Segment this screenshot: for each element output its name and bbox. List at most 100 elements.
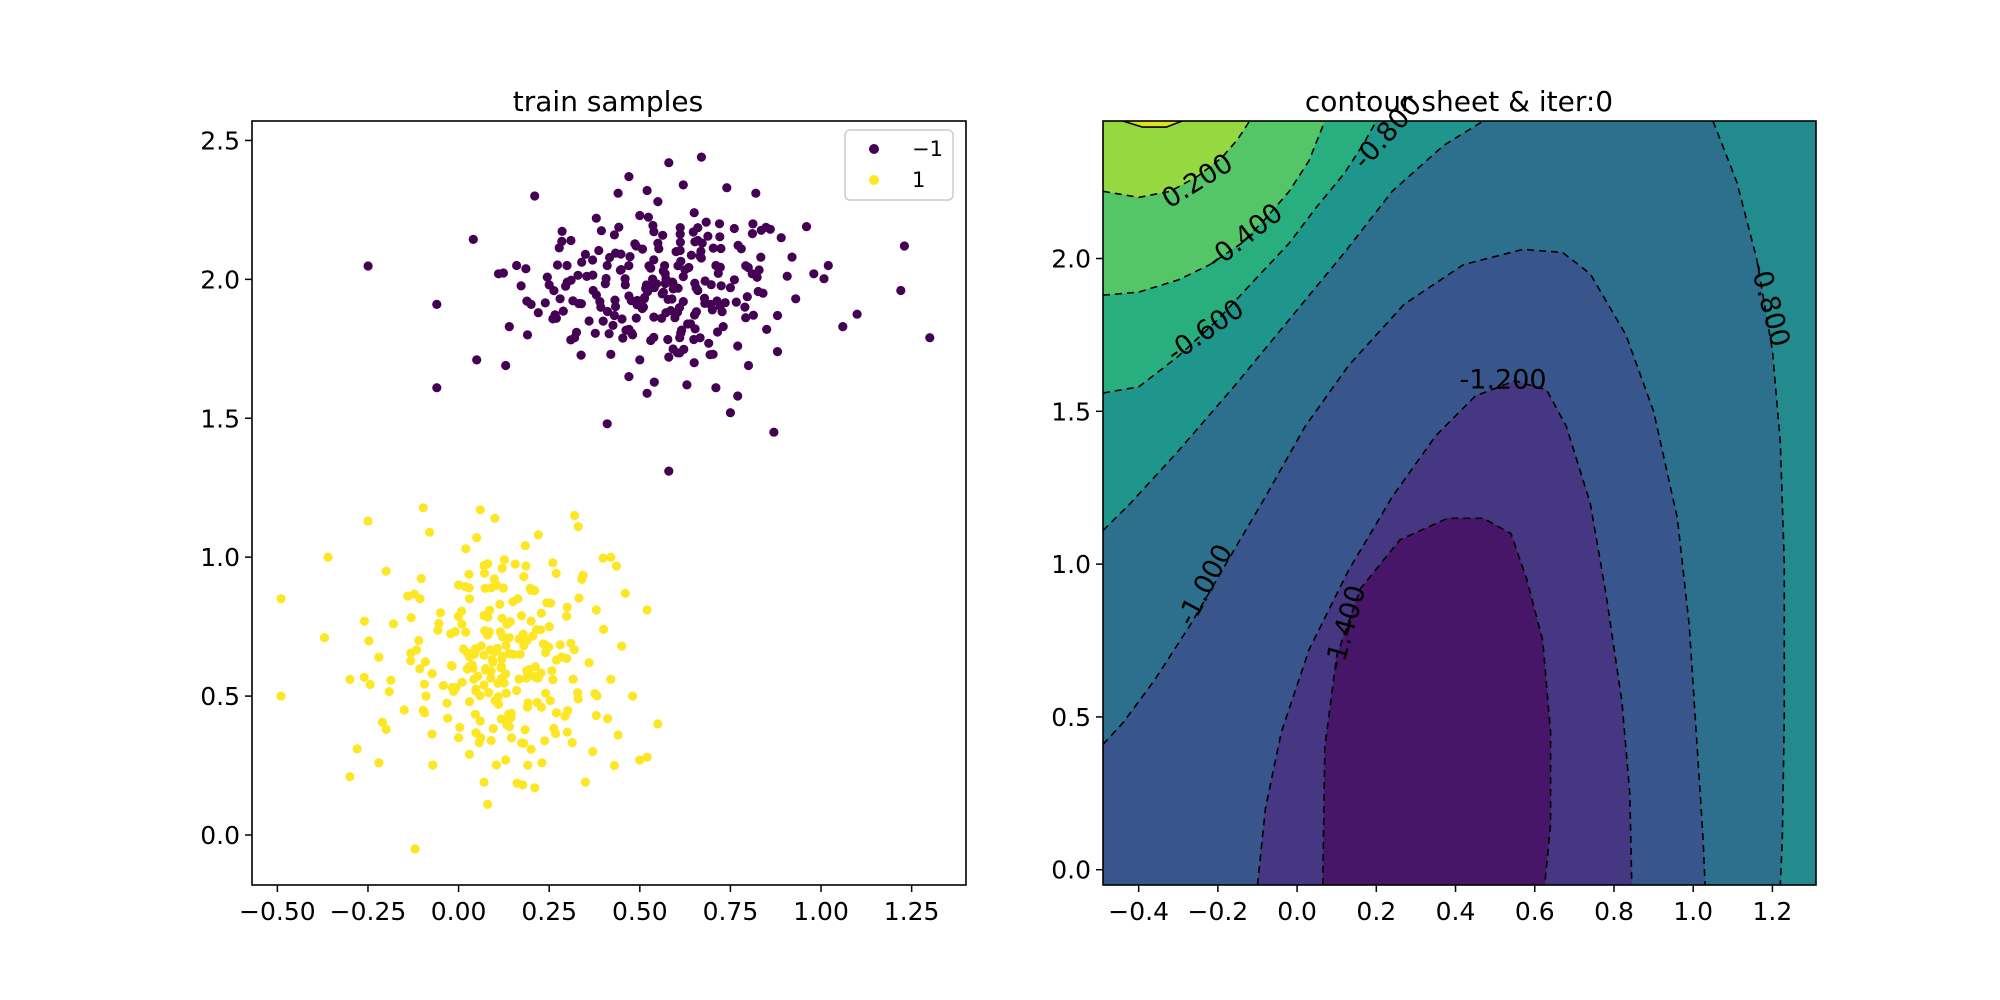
scatter-point-pos1	[504, 633, 514, 643]
scatter-point-neg1	[571, 327, 582, 337]
scatter-point-pos1	[545, 696, 555, 706]
right-y-tick-label: 0.5	[1051, 703, 1091, 732]
legend-marker-pos1	[869, 175, 879, 185]
scatter-point-pos1	[483, 559, 493, 569]
scatter-point-pos1	[276, 594, 286, 604]
scatter-point-pos1	[359, 672, 369, 682]
contour-label: -1.200	[1460, 364, 1547, 395]
scatter-point-neg1	[522, 330, 533, 340]
right-chart: contour sheet & iter:0 0.200-0.400-0.600…	[1051, 85, 1817, 926]
scatter-point-pos1	[555, 640, 565, 650]
scatter-point-neg1	[705, 299, 716, 309]
scatter-point-neg1	[733, 341, 743, 351]
scatter-point-pos1	[435, 608, 446, 618]
scatter-point-pos1	[523, 698, 533, 708]
scatter-point-neg1	[550, 310, 560, 320]
scatter-point-pos1	[442, 698, 452, 708]
scatter-point-neg1	[704, 338, 714, 348]
left-x-tick-label: −0.25	[330, 897, 407, 926]
scatter-point-neg1	[725, 408, 736, 418]
scatter-point-neg1	[620, 274, 630, 284]
scatter-point-neg1	[700, 276, 710, 286]
scatter-point-pos1	[488, 657, 498, 667]
scatter-point-neg1	[725, 283, 736, 293]
scatter-point-pos1	[584, 658, 594, 668]
scatter-point-neg1	[588, 270, 598, 280]
legend[interactable]: −1 1	[844, 129, 954, 201]
scatter-point-pos1	[474, 738, 484, 748]
scatter-point-pos1	[484, 688, 494, 698]
scatter-point-neg1	[648, 220, 658, 231]
scatter-point-neg1	[756, 252, 766, 262]
scatter-point-neg1	[819, 274, 829, 284]
scatter-point-neg1	[624, 261, 634, 271]
scatter-point-pos1	[549, 723, 559, 734]
scatter-point-pos1	[476, 641, 486, 651]
scatter-point-pos1	[532, 697, 542, 708]
scatter-point-pos1	[495, 599, 505, 610]
scatter-point-neg1	[568, 296, 578, 306]
scatter-point-neg1	[691, 283, 701, 293]
scatter-point-neg1	[809, 269, 819, 279]
scatter-point-pos1	[319, 633, 330, 643]
scatter-point-neg1	[540, 298, 550, 308]
scatter-point-pos1	[457, 677, 467, 687]
scatter-point-neg1	[588, 285, 598, 296]
scatter-point-pos1	[501, 755, 511, 765]
scatter-point-neg1	[610, 301, 621, 312]
left-scatter-points	[276, 152, 935, 854]
scatter-point-neg1	[631, 313, 641, 323]
scatter-point-pos1	[377, 717, 387, 727]
right-x-tick-label: 1.0	[1673, 897, 1713, 926]
scatter-point-pos1	[519, 572, 529, 582]
scatter-point-neg1	[676, 328, 686, 338]
scatter-point-neg1	[708, 243, 718, 253]
scatter-point-pos1	[613, 730, 623, 740]
scatter-point-neg1	[566, 335, 576, 345]
scatter-point-neg1	[729, 223, 739, 234]
scatter-point-neg1	[649, 332, 659, 342]
scatter-point-pos1	[642, 752, 652, 762]
scatter-point-neg1	[693, 223, 703, 233]
scatter-point-pos1	[591, 710, 601, 721]
scatter-point-neg1	[530, 191, 540, 201]
scatter-point-neg1	[661, 308, 671, 318]
scatter-point-pos1	[479, 680, 489, 690]
right-x-tick-label: 0.6	[1515, 897, 1555, 926]
left-x-tick-label: 0.50	[612, 897, 668, 926]
scatter-point-pos1	[514, 674, 524, 684]
scatter-point-neg1	[782, 271, 792, 281]
left-chart: train samples −0.50 −0.25 0.00 0.25 0.50 0.75…	[200, 85, 967, 926]
scatter-point-pos1	[551, 708, 562, 718]
scatter-point-pos1	[420, 657, 430, 667]
scatter-point-pos1	[495, 627, 505, 637]
left-y-tick-label: 0.5	[200, 682, 240, 711]
scatter-point-neg1	[925, 333, 935, 343]
scatter-point-pos1	[352, 744, 362, 754]
scatter-point-neg1	[576, 299, 587, 309]
scatter-point-neg1	[649, 377, 659, 387]
scatter-point-pos1	[540, 736, 550, 746]
left-y-tick-label: 2.5	[200, 126, 240, 155]
scatter-point-neg1	[673, 283, 683, 293]
left-x-tick-label: 1.25	[884, 897, 940, 926]
left-y-tick-label: 1.0	[200, 543, 240, 572]
right-x-tick-label: 0.4	[1436, 897, 1476, 926]
right-y-axis: 0.0 0.5 1.0 1.5 2.0	[1051, 245, 1103, 885]
scatter-point-pos1	[548, 558, 558, 568]
scatter-point-neg1	[635, 210, 645, 221]
scatter-point-neg1	[596, 302, 606, 312]
scatter-point-pos1	[409, 589, 419, 599]
scatter-point-pos1	[492, 580, 502, 591]
scatter-point-neg1	[604, 329, 614, 339]
scatter-point-pos1	[492, 643, 502, 654]
scatter-point-neg1	[555, 294, 565, 304]
scatter-point-neg1	[594, 245, 604, 256]
scatter-point-pos1	[569, 645, 579, 655]
scatter-point-pos1	[418, 503, 428, 513]
scatter-point-neg1	[664, 352, 674, 362]
scatter-point-neg1	[562, 260, 572, 271]
scatter-point-neg1	[577, 257, 587, 267]
left-x-axis: −0.50 −0.25 0.00 0.25 0.50 0.75 1.00 1.25	[239, 885, 939, 926]
scatter-point-neg1	[690, 324, 700, 334]
